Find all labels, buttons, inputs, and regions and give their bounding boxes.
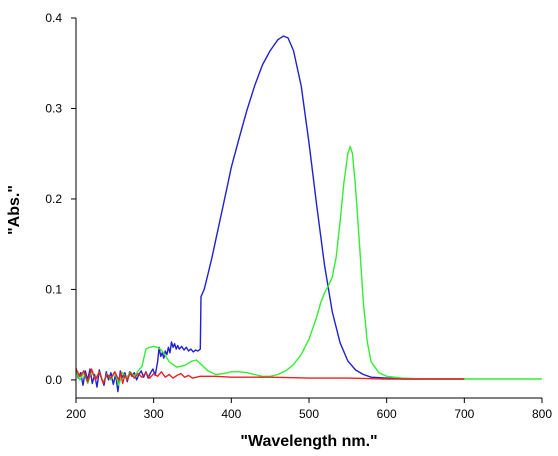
- x-axis-title: "Wavelength nm.": [240, 433, 377, 450]
- series-line-2: [76, 145, 542, 386]
- series-line-3: [76, 368, 465, 385]
- y-tick-label: 0.1: [45, 282, 62, 296]
- x-ticks: 200 300 400 500 600 700 800: [66, 398, 552, 421]
- y-tick-label: 0.4: [45, 11, 62, 25]
- x-tick-label: 500: [299, 407, 319, 421]
- y-ticks: 0.0 0.1 0.2 0.3 0.4: [45, 11, 76, 387]
- series-layer: [76, 35, 542, 393]
- x-tick-label: 400: [221, 407, 241, 421]
- x-tick-label: 600: [377, 407, 397, 421]
- x-tick-label: 300: [144, 407, 164, 421]
- y-tick-label: 0.3: [45, 101, 62, 115]
- series-line-1: [76, 35, 465, 393]
- y-tick-label: 0.0: [45, 373, 62, 387]
- x-tick-label: 800: [532, 407, 552, 421]
- y-tick-label: 0.2: [45, 192, 62, 206]
- y-axis-title: "Abs.": [6, 185, 23, 235]
- x-tick-label: 200: [66, 407, 86, 421]
- x-tick-label: 700: [454, 407, 474, 421]
